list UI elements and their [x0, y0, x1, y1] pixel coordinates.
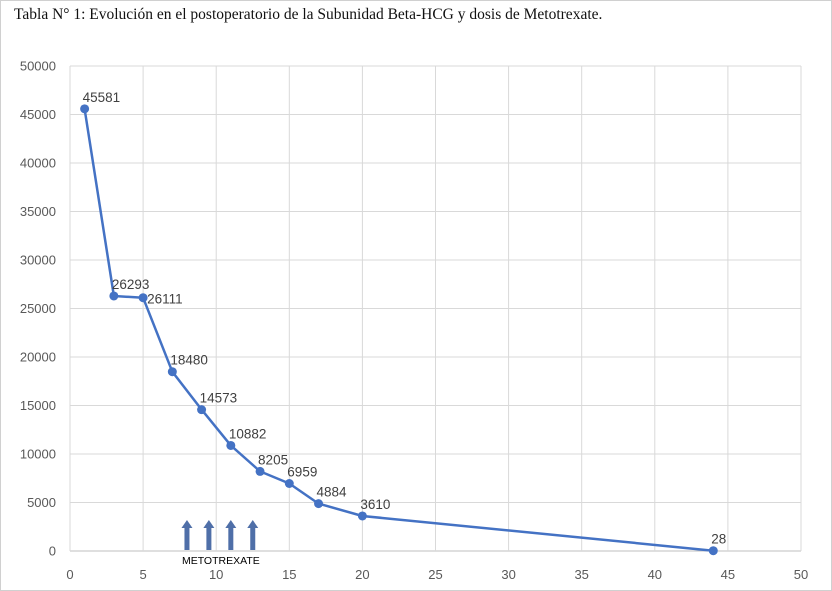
data-label: 3610	[360, 497, 390, 512]
series-beta-hcg	[80, 104, 718, 556]
data-point	[80, 104, 90, 114]
x-tick-label: 15	[282, 567, 296, 582]
data-point	[255, 466, 265, 476]
y-tick-label: 0	[49, 544, 56, 559]
y-tick-label: 10000	[20, 447, 56, 462]
y-tick-label: 15000	[20, 398, 56, 413]
dose-arrow-shaft	[228, 527, 234, 550]
dose-arrow-shaft	[184, 527, 190, 550]
data-label: 10882	[229, 426, 267, 441]
data-label: 8205	[258, 452, 288, 467]
dose-arrow-head	[247, 520, 259, 528]
metotrexate-label: METOTREXATE	[182, 555, 260, 567]
y-tick-label: 20000	[20, 350, 56, 365]
y-tick-label: 35000	[20, 204, 56, 219]
data-point	[226, 440, 236, 450]
dose-arrow-head	[181, 520, 193, 528]
data-point	[314, 499, 324, 509]
data-label: 45581	[83, 90, 121, 105]
y-tick-label: 30000	[20, 253, 56, 268]
y-tick-label: 50000	[20, 59, 56, 74]
x-tick-label: 25	[428, 567, 442, 582]
x-tick-label: 40	[648, 567, 662, 582]
dose-arrow-shaft	[206, 527, 212, 550]
x-axis-ticks: 0 5 10 15 20 25 30 35 40 45 50	[66, 567, 808, 582]
y-tick-label: 25000	[20, 301, 56, 316]
data-label: 26293	[112, 277, 150, 292]
x-tick-label: 10	[209, 567, 223, 582]
dose-arrow-shaft	[250, 527, 256, 550]
x-tick-label: 45	[721, 567, 735, 582]
chart-title: Tabla N° 1: Evolución en el postoperator…	[14, 6, 603, 23]
y-tick-label: 40000	[20, 156, 56, 171]
x-tick-label: 30	[501, 567, 515, 582]
x-tick-label: 0	[66, 567, 73, 582]
gridlines	[69, 65, 802, 552]
data-point	[167, 367, 177, 377]
data-label: 14573	[200, 391, 238, 406]
data-point	[138, 293, 148, 303]
x-tick-label: 5	[139, 567, 146, 582]
data-point	[197, 405, 207, 415]
data-point	[357, 511, 367, 521]
x-tick-label: 35	[574, 567, 588, 582]
y-axis-ticks: 0 5000 10000 15000 20000 25000 30000 35000 40000…	[20, 59, 56, 559]
metotrexate-annotation: METOTREXATE	[181, 520, 260, 567]
data-label: 6959	[287, 464, 317, 479]
dose-arrow-head	[225, 520, 237, 528]
y-tick-label: 5000	[27, 495, 56, 510]
data-label: 18480	[170, 353, 208, 368]
x-tick-label: 20	[355, 567, 369, 582]
data-point	[284, 478, 294, 488]
y-tick-label: 45000	[20, 107, 56, 122]
data-label: 28	[711, 532, 726, 547]
dose-arrow-head	[203, 520, 215, 528]
data-label: 4884	[317, 485, 348, 500]
data-label: 26111	[147, 292, 183, 307]
data-point	[708, 546, 718, 556]
series-line	[83, 107, 715, 552]
data-point	[109, 291, 119, 301]
x-tick-label: 50	[794, 567, 808, 582]
